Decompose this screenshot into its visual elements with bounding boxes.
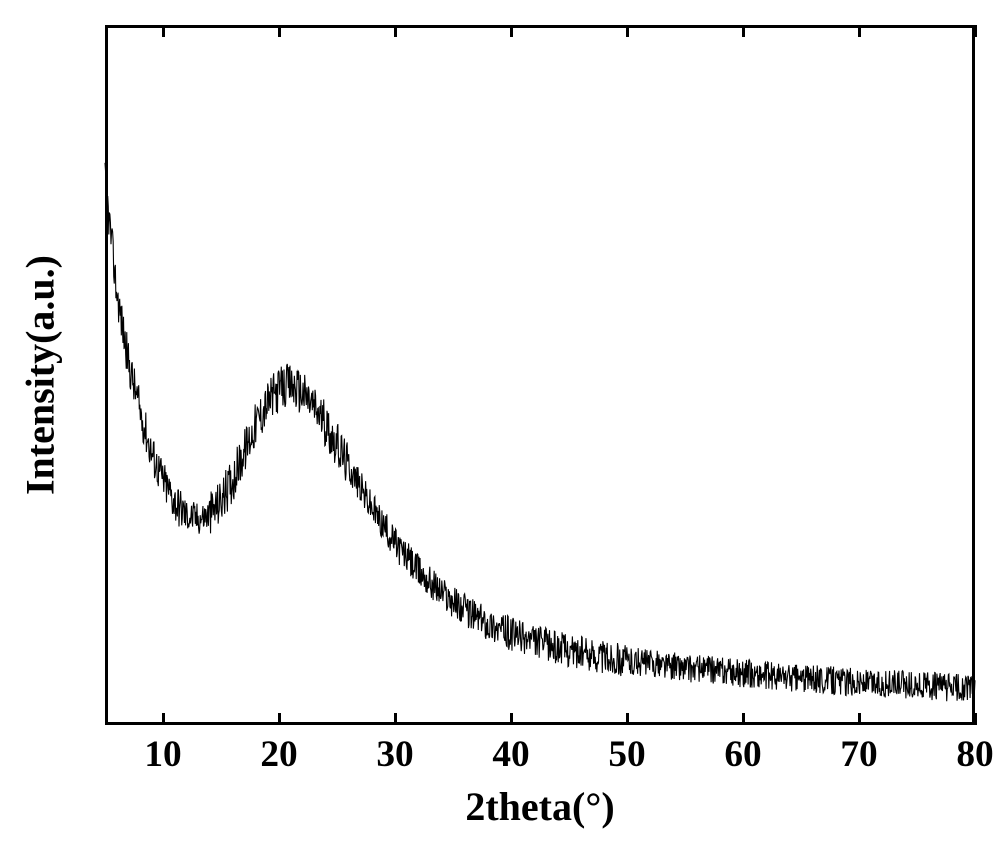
xrd-series-line <box>105 163 975 701</box>
x-tick-label: 50 <box>608 733 645 776</box>
x-tick-mark-top <box>278 25 281 37</box>
x-tick-label: 60 <box>724 733 761 776</box>
x-tick-mark <box>510 713 513 725</box>
x-tick-mark <box>162 713 165 725</box>
x-tick-mark <box>858 713 861 725</box>
x-tick-mark-top <box>742 25 745 37</box>
x-tick-mark-top <box>394 25 397 37</box>
x-tick-mark <box>626 713 629 725</box>
x-tick-mark-top <box>974 25 977 37</box>
x-tick-label: 40 <box>492 733 529 776</box>
x-tick-mark-top <box>162 25 165 37</box>
x-tick-mark <box>742 713 745 725</box>
xrd-line-svg <box>105 25 975 725</box>
x-axis-label: 2theta(°) <box>465 783 614 830</box>
x-tick-label: 70 <box>840 733 877 776</box>
x-tick-mark <box>278 713 281 725</box>
x-tick-mark <box>974 713 977 725</box>
y-axis-label: Intensity(a.u.) <box>17 255 64 495</box>
x-tick-label: 20 <box>260 733 297 776</box>
xrd-chart: Intensity(a.u.) 2theta(°) 10 20 30 40 50 60 70… <box>0 0 1000 847</box>
x-tick-label: 10 <box>144 733 181 776</box>
x-tick-mark-top <box>626 25 629 37</box>
x-tick-mark-top <box>510 25 513 37</box>
x-tick-label: 80 <box>956 733 993 776</box>
x-tick-mark-top <box>858 25 861 37</box>
x-tick-mark <box>394 713 397 725</box>
plot-area <box>105 25 975 725</box>
x-tick-label: 30 <box>376 733 413 776</box>
